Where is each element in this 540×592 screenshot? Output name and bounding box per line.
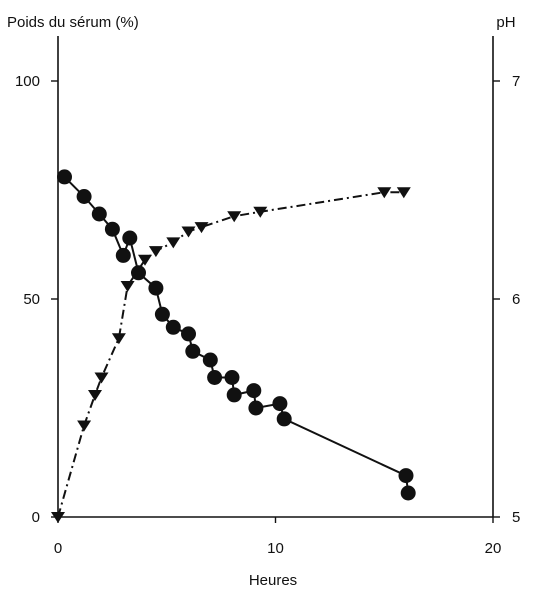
left-y-tick-label: 50 — [23, 291, 40, 308]
left-y-tick-label: 0 — [32, 509, 40, 526]
data-point-circle — [272, 396, 288, 412]
data-point-circle — [202, 352, 218, 368]
data-point-circle — [57, 169, 72, 185]
x-tick-label: 0 — [54, 540, 62, 557]
series-layer — [51, 169, 416, 523]
data-point-triangle — [166, 237, 181, 249]
data-point-circle — [122, 230, 138, 246]
data-point-triangle — [111, 333, 126, 345]
data-point-circle — [104, 221, 120, 237]
data-point-circle — [154, 306, 170, 322]
data-point-circle — [226, 387, 242, 403]
data-point-circle — [398, 468, 414, 484]
data-point-triangle — [88, 390, 102, 401]
data-point-triangle — [253, 206, 268, 218]
x-tick-label: 20 — [485, 540, 502, 557]
data-point-circle — [248, 400, 264, 416]
data-point-circle — [115, 247, 131, 263]
x-axis-label: Heures — [249, 572, 297, 589]
data-point-triangle — [396, 187, 411, 199]
left-y-tick-label: 100 — [15, 73, 40, 90]
data-point-circle — [181, 326, 196, 342]
data-point-triangle — [51, 512, 65, 523]
data-point-triangle — [148, 246, 163, 258]
data-point-circle — [400, 485, 416, 501]
data-point-triangle — [377, 187, 392, 199]
data-point-circle — [276, 411, 292, 427]
data-point-circle — [148, 280, 164, 296]
data-point-triangle — [77, 420, 92, 432]
data-point-circle — [165, 319, 181, 335]
data-point-circle — [76, 189, 92, 204]
data-point-triangle — [227, 211, 242, 223]
series-line-ph — [57, 191, 404, 518]
right-y-tick-label: 6 — [512, 291, 520, 308]
right-axis-label: pH — [496, 14, 515, 31]
data-point-triangle — [138, 254, 152, 266]
left-axis-label: Poids du sérum (%) — [7, 14, 139, 31]
data-point-circle — [91, 206, 107, 222]
data-point-triangle — [181, 226, 196, 238]
data-point-triangle — [94, 372, 109, 384]
data-point-circle — [224, 370, 240, 385]
data-point-circle — [207, 370, 223, 385]
x-tick-label: 10 — [267, 540, 284, 557]
right-y-tick-label: 5 — [512, 509, 520, 526]
data-point-triangle — [194, 222, 209, 234]
right-y-tick-label: 7 — [512, 73, 520, 90]
data-point-circle — [246, 383, 262, 399]
series-line-serum-weight — [63, 176, 410, 494]
data-point-circle — [185, 343, 201, 359]
data-point-triangle — [120, 281, 135, 292]
